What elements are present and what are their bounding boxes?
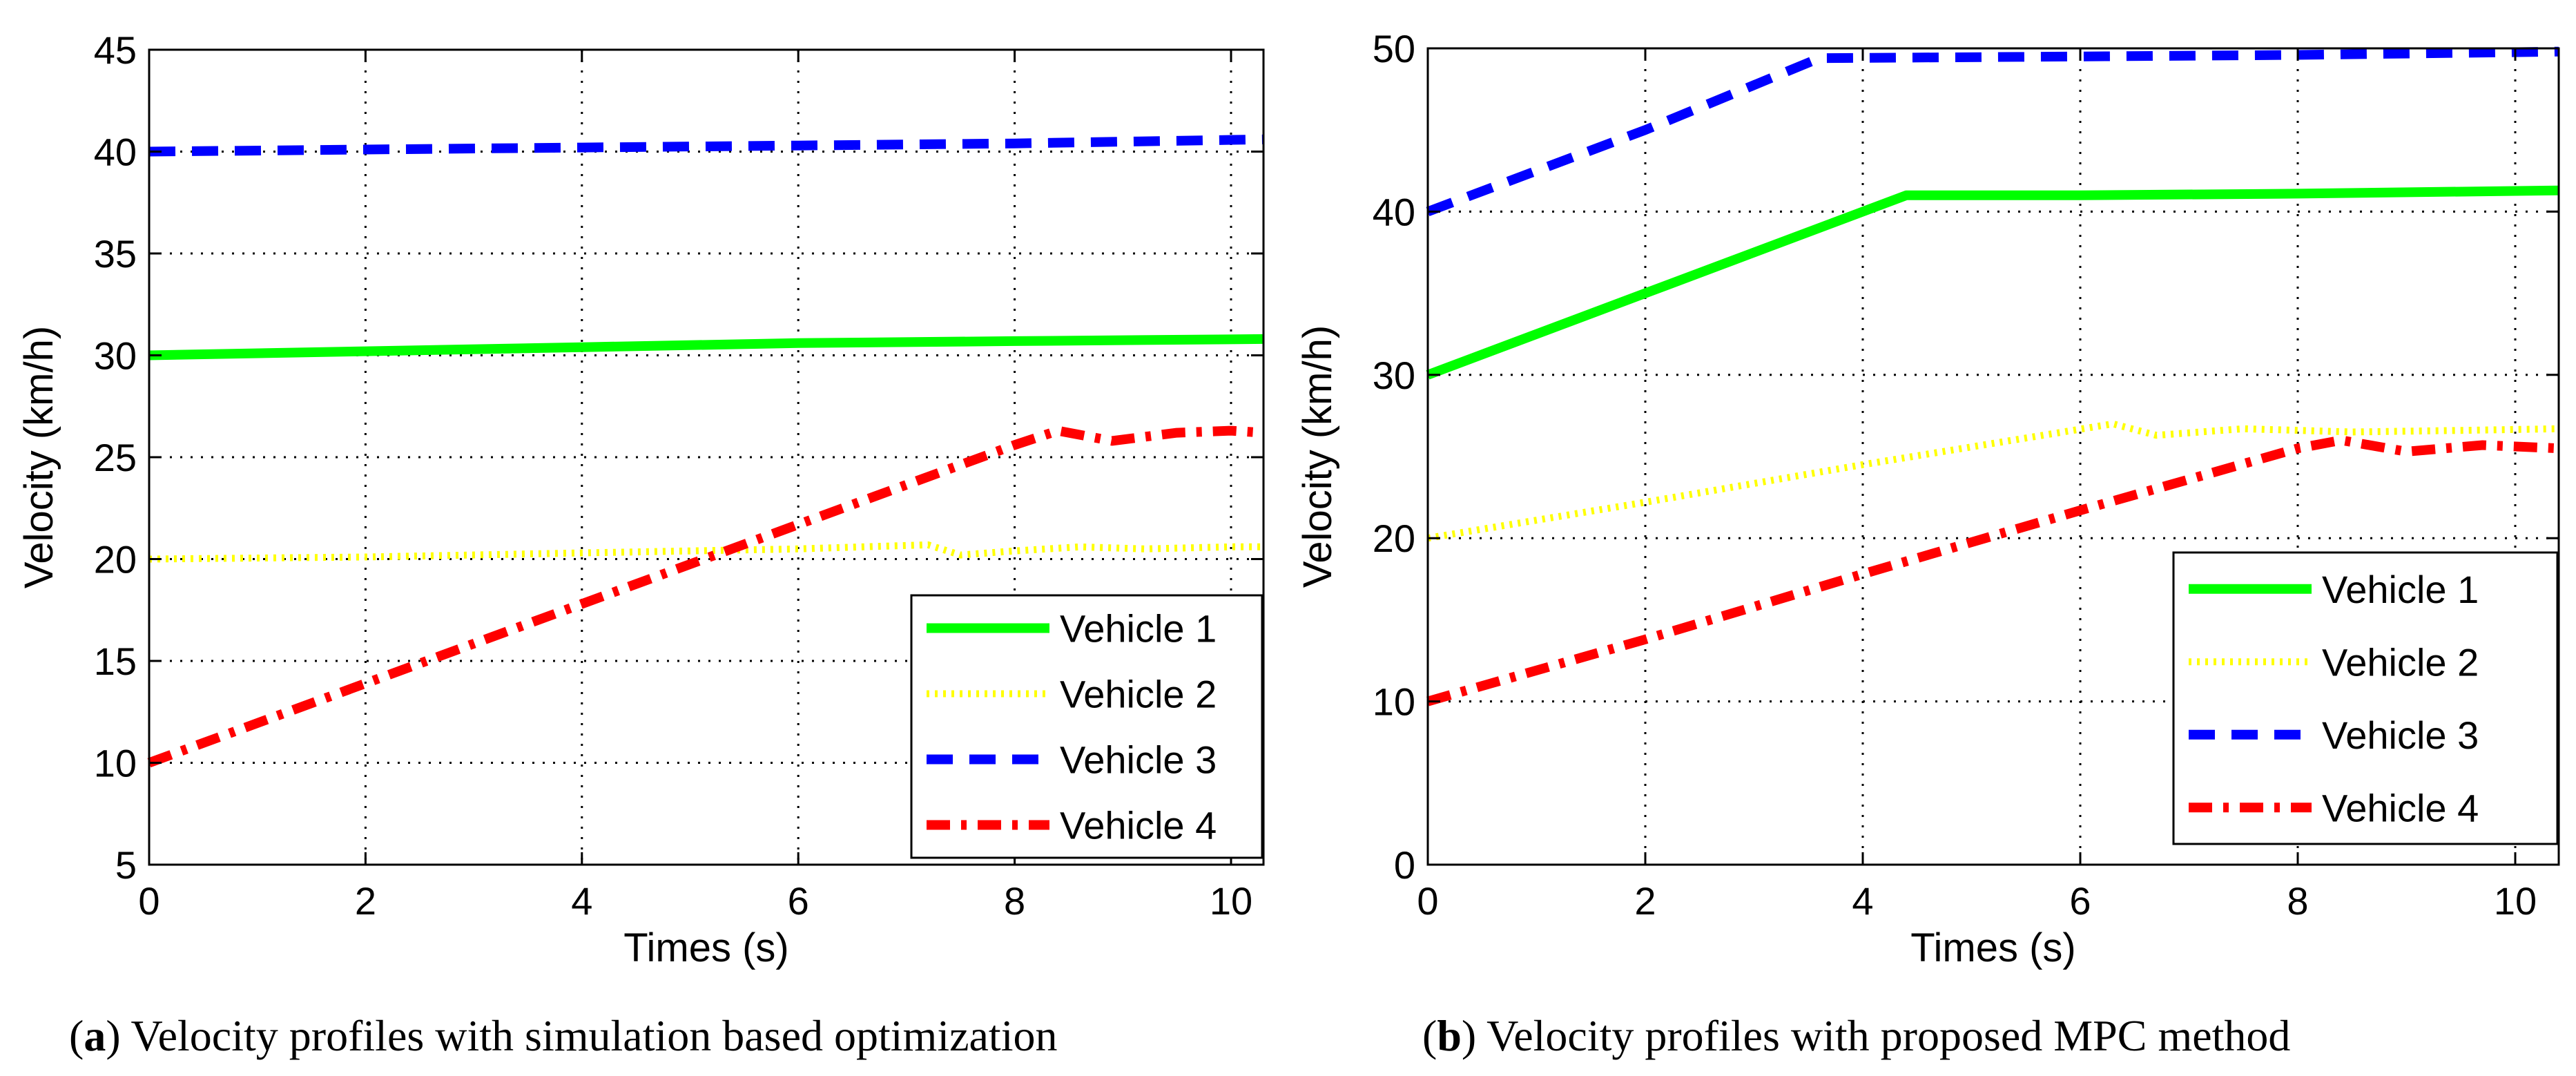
x-tick-label: 8: [1004, 879, 1025, 923]
caption-a: (a) Velocity profiles with simulation ba…: [69, 1011, 1058, 1060]
x-axis-label: Times (s): [623, 925, 788, 970]
y-tick-label: 40: [94, 131, 137, 174]
series-line-4: [1426, 435, 2559, 707]
y-tick-label: 30: [1373, 354, 1415, 397]
y-tick-label: 0: [1394, 843, 1415, 887]
y-tick-label: 40: [1373, 190, 1415, 233]
legend-label-3: Vehicle 3: [1060, 738, 1217, 782]
series-line-1: [1426, 185, 2559, 380]
y-axis-label: Velocity (km/h): [1295, 325, 1340, 588]
y-tick-label: 15: [94, 640, 137, 683]
y-tick-label: 25: [94, 436, 137, 479]
caption-a-text: Velocity profiles with simulation based …: [130, 1011, 1058, 1060]
series-line-1: [148, 334, 1264, 361]
x-tick-label: 8: [2287, 879, 2308, 923]
legend-label-2: Vehicle 2: [1060, 673, 1217, 716]
legend-label-1: Vehicle 1: [1060, 607, 1217, 651]
series-line-3: [148, 134, 1264, 157]
x-tick-label: 6: [2069, 879, 2091, 923]
legend: Vehicle 1 Vehicle 2 Vehicle 3 Vehicle 4: [2172, 551, 2559, 845]
y-tick-label: 10: [1373, 680, 1415, 724]
legend-label-4: Vehicle 4: [1060, 804, 1217, 847]
legend: Vehicle 1 Vehicle 2 Vehicle 3 Vehicle 4: [910, 594, 1263, 859]
y-tick-label: 5: [115, 843, 137, 887]
y-tick-label: 20: [1373, 517, 1415, 560]
y-axis-label: Velocity (km/h): [17, 326, 61, 588]
legend-label-4: Vehicle 4: [2322, 786, 2479, 829]
y-tick-label: 50: [1373, 27, 1415, 70]
x-tick-label: 0: [138, 879, 159, 923]
x-axis-label: Times (s): [1910, 925, 2075, 970]
series-line-2: [1427, 420, 2559, 542]
series-line-4: [147, 425, 1264, 768]
x-tick-label: 4: [571, 879, 592, 923]
x-tick-label: 4: [1852, 879, 1873, 923]
caption-b: (b) Velocity profiles with proposed MPC …: [1422, 1011, 2291, 1060]
series-line-2: [148, 541, 1263, 563]
x-tick-label: 6: [788, 879, 809, 923]
x-tick-label: 0: [1417, 879, 1438, 923]
x-tick-label: 2: [355, 879, 376, 923]
y-tick-label: 20: [94, 538, 137, 582]
legend-label-3: Vehicle 3: [2322, 713, 2479, 757]
series-line-3: [1426, 46, 2559, 216]
legend-label-2: Vehicle 2: [2322, 640, 2479, 684]
caption-b-text: Velocity profiles with proposed MPC meth…: [1486, 1011, 2291, 1060]
caption-b-letter: b: [1437, 1011, 1462, 1060]
y-tick-label: 10: [94, 742, 137, 785]
legend-box: [2172, 551, 2559, 845]
chart-0: 0 2 4 6 8 10 5 10 15 20 25 30 35 40 45 Times (s) Velocit…: [17, 28, 1265, 970]
legend-box: [910, 594, 1263, 859]
x-tick-label: 10: [1210, 879, 1252, 923]
x-tick-label: 10: [2494, 879, 2537, 923]
caption-a-letter: a: [84, 1011, 106, 1060]
x-tick-label: 2: [1634, 879, 1656, 923]
axes-box: [1426, 47, 2560, 866]
y-tick-label: 30: [94, 334, 137, 378]
legend-label-1: Vehicle 1: [2322, 568, 2479, 611]
y-tick-label: 45: [94, 28, 137, 72]
chart-1: 0 2 4 6 8 10 0 10 20 30 40 50 Times (s) Velocity (km/…: [1295, 27, 2560, 970]
y-tick-label: 35: [94, 232, 137, 276]
